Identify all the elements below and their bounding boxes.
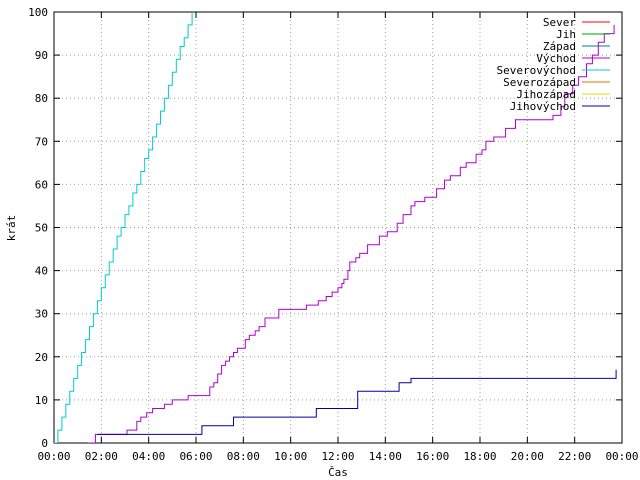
legend-label: Západ [543,40,576,53]
x-tick-label: 08:00 [227,450,260,463]
x-tick-label: 16:00 [416,450,449,463]
y-tick-label: 50 [35,222,48,235]
series-line-7 [97,369,617,435]
x-tick-label: 00:00 [605,450,638,463]
legend-label: Severozápad [503,76,576,89]
y-tick-label: 30 [35,308,48,321]
series-line-3 [87,24,615,443]
y-tick-label: 70 [35,135,48,148]
x-tick-label: 18:00 [463,450,496,463]
x-tick-label: 00:00 [37,450,70,463]
y-tick-label: 20 [35,351,48,364]
legend-label: Jihovýchod [510,100,576,113]
y-tick-label: 60 [35,178,48,191]
x-tick-label: 10:00 [274,450,307,463]
y-axis-label: krát [5,215,18,242]
legend-label: Východ [536,52,576,65]
x-tick-label: 12:00 [321,450,354,463]
x-tick-label: 02:00 [85,450,118,463]
legend: SeverJihZápadVýchodSeverovýchodSeverozáp… [497,16,610,113]
y-tick-label: 10 [35,394,48,407]
y-tick-label: 100 [28,6,48,19]
x-tick-label: 06:00 [179,450,212,463]
legend-label: Sever [543,16,576,29]
grid-lines [54,12,622,443]
legend-label: Jih [556,28,576,41]
x-tick-label: 20:00 [511,450,544,463]
y-tick-label: 0 [41,437,48,450]
y-tick-label: 90 [35,49,48,62]
x-tick-label: 04:00 [132,450,165,463]
legend-label: Severovýchod [497,64,576,77]
series-line-4 [54,12,193,443]
series-lines [54,12,617,443]
legend-label: Jihozápad [516,88,576,101]
y-tick-label: 80 [35,92,48,105]
y-tick-label: 40 [35,265,48,278]
x-axis-label: Čas [328,466,348,479]
x-tick-label: 22:00 [558,450,591,463]
x-tick-label: 14:00 [369,450,402,463]
axes: 0 10 20 30 40 50 60 70 80 90 100 00:00 02:00 04:00 06:… [28,6,638,463]
